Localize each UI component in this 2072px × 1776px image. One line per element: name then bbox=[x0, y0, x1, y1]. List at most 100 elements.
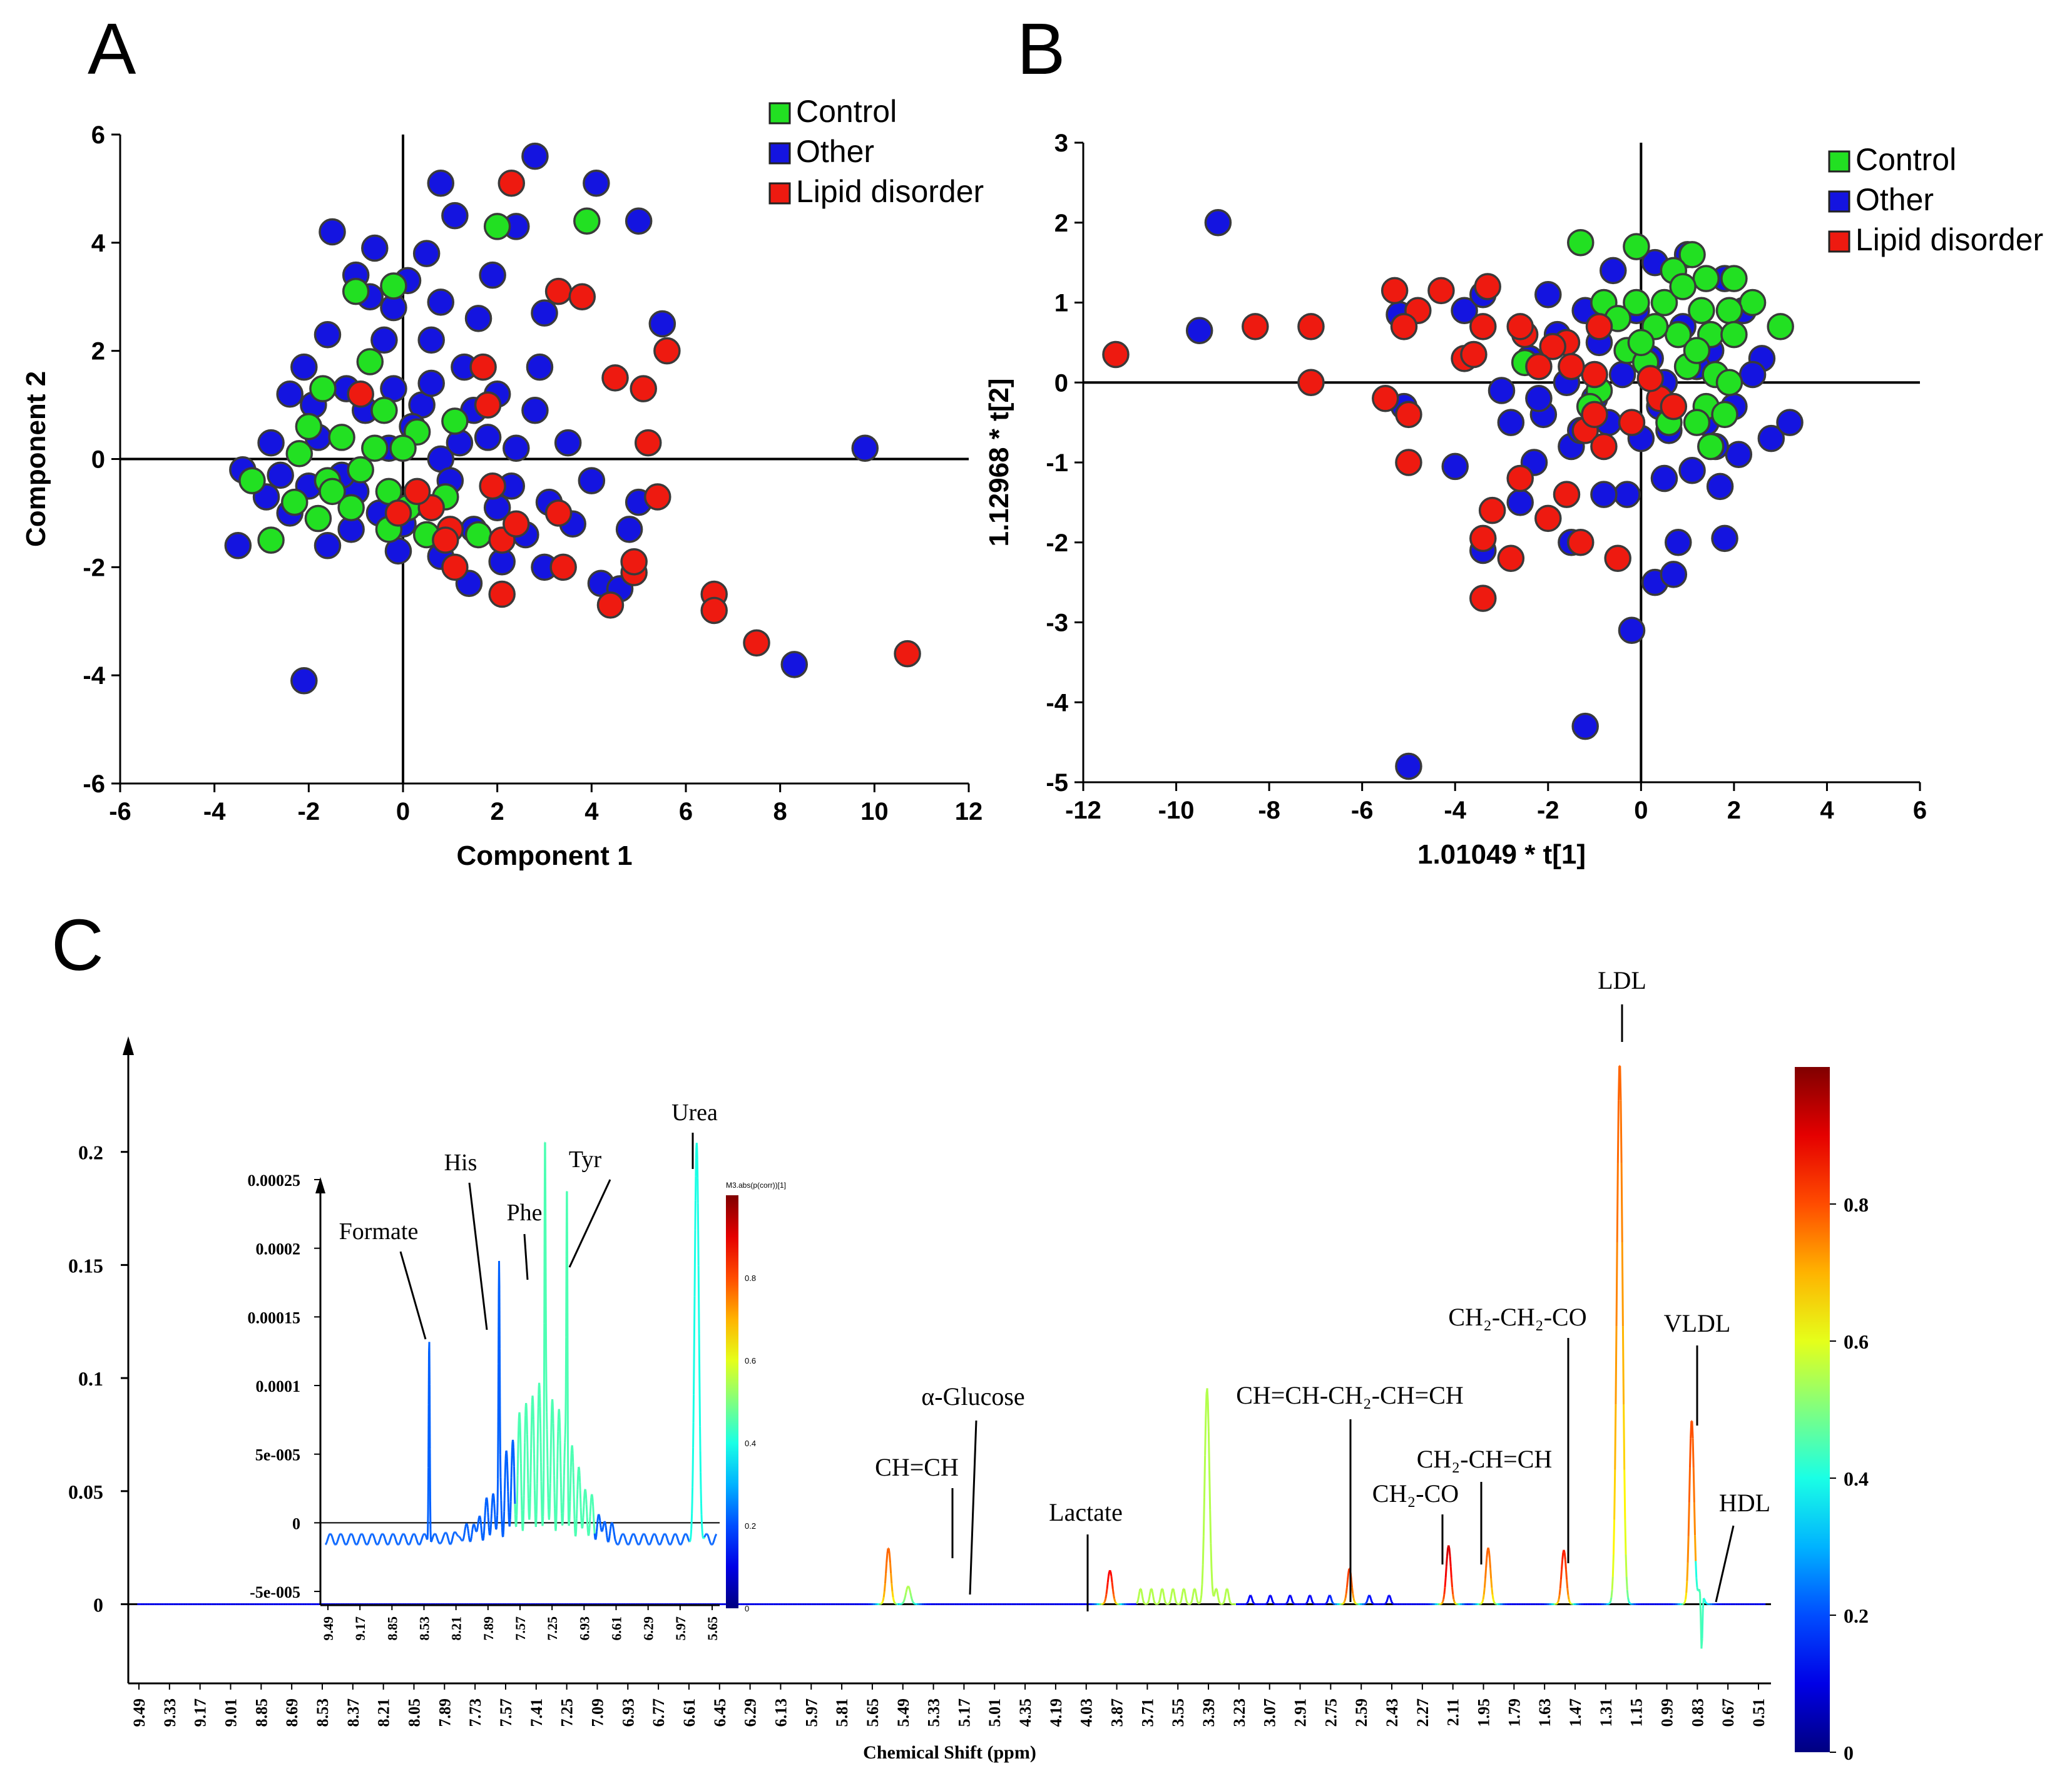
a-point-other bbox=[780, 651, 809, 678]
a-legend-label: Other bbox=[796, 134, 874, 169]
c-x-tick-label: 5.01 bbox=[986, 1698, 1004, 1727]
c-spectrum-segment bbox=[1147, 1600, 1150, 1603]
b-y-axis-label: 1.12968 * t[2] bbox=[984, 378, 1014, 546]
a-x-tick-label: -4 bbox=[203, 798, 226, 825]
b-y-tick-label: -4 bbox=[1046, 689, 1068, 717]
c-spectrum-segment bbox=[1112, 1594, 1116, 1599]
c-spectrum-segment bbox=[1106, 1582, 1109, 1590]
b-legend-swatch-lipid-disorder bbox=[1828, 230, 1850, 253]
c-spectrum-segment bbox=[1325, 1603, 1327, 1605]
c-x-tick-label: 1.15 bbox=[1628, 1698, 1646, 1727]
a-legend-swatch-other bbox=[768, 142, 791, 165]
c-x-tick-label: 8.53 bbox=[314, 1698, 332, 1727]
a-point-lipid-disorder bbox=[700, 596, 728, 625]
b-point-other bbox=[1665, 529, 1692, 556]
c-x-tick-label: 5.49 bbox=[894, 1698, 912, 1727]
a-point-other bbox=[503, 434, 530, 462]
b-point-control bbox=[1738, 288, 1767, 317]
c-spectrum-segment bbox=[1205, 1394, 1208, 1419]
c-spectrum-segment bbox=[1185, 1596, 1188, 1601]
a-point-control bbox=[319, 477, 346, 506]
a-point-control bbox=[280, 488, 309, 516]
c-spectrum-segment bbox=[913, 1602, 916, 1605]
b-point-other bbox=[1618, 616, 1646, 645]
a-point-lipid-disorder bbox=[634, 429, 662, 457]
c-x-tick-label: 7.41 bbox=[528, 1698, 546, 1727]
c-spectrum-segment bbox=[1211, 1585, 1214, 1594]
c-spectrum-segment bbox=[1273, 1602, 1275, 1605]
inset-y-tick-label: 0.00015 bbox=[248, 1309, 301, 1327]
c-x-tick-label: 0.67 bbox=[1719, 1698, 1737, 1727]
c-spectrum-segment bbox=[1247, 1598, 1250, 1601]
b-point-control bbox=[1720, 265, 1748, 292]
c-spectrum-segment bbox=[1623, 1404, 1626, 1470]
inset-y-tick-label: -5e-005 bbox=[250, 1583, 300, 1601]
b-point-control bbox=[1683, 337, 1711, 364]
inset-peak-label: Phe bbox=[507, 1200, 543, 1226]
c-spectrum-segment bbox=[907, 1585, 910, 1588]
c-spectrum-segment bbox=[1609, 1600, 1612, 1603]
c-spectrum-segment bbox=[1142, 1600, 1145, 1603]
a-x-tick-label: -2 bbox=[298, 798, 320, 825]
a-point-lipid-disorder bbox=[630, 375, 657, 402]
c-spectrum-segment bbox=[1245, 1603, 1248, 1605]
b-point-control bbox=[1623, 288, 1650, 317]
a-point-control bbox=[361, 434, 389, 462]
c-spectrum-segment bbox=[1685, 1592, 1688, 1600]
a-point-lipid-disorder bbox=[544, 277, 573, 305]
c-peak-label: Lactate bbox=[1049, 1498, 1123, 1526]
c-spectrum-segment bbox=[1611, 1576, 1614, 1590]
c-spectrum-segment bbox=[1170, 1591, 1173, 1597]
c-spectrum-segment bbox=[1200, 1595, 1203, 1601]
c-spectrum-segment bbox=[1270, 1595, 1272, 1598]
c-spectrum-segment bbox=[1699, 1593, 1702, 1618]
a-x-tick-label: 2 bbox=[491, 798, 504, 825]
a-point-other bbox=[361, 234, 389, 262]
b-x-axis-label: 1.01049 * t[1] bbox=[1417, 839, 1586, 870]
c-spectrum-segment bbox=[1332, 1602, 1334, 1605]
chart-c: 0 0.05 0.1 0.15 0.2 9.49 9.33 9.17 9.01 8.85 8.69 8… bbox=[68, 966, 1869, 1764]
b-point-other bbox=[1395, 752, 1422, 780]
b-point-other bbox=[1613, 481, 1641, 508]
c-spectrum-segment bbox=[1368, 1595, 1371, 1597]
c-spectrum-segment bbox=[1178, 1603, 1181, 1605]
c-colorbar-label: 0.8 bbox=[1844, 1193, 1869, 1216]
c-spectrum-segment bbox=[1194, 1588, 1197, 1593]
c-spectrum-segment bbox=[1630, 1603, 1631, 1605]
c-peak-label: VLDL bbox=[1664, 1309, 1731, 1337]
a-point-lipid-disorder bbox=[644, 483, 671, 511]
c-y-tick-label: 0.2 bbox=[78, 1141, 103, 1164]
inset-peak-leader bbox=[523, 1233, 529, 1280]
b-x-tick-label: 6 bbox=[1913, 797, 1927, 824]
c-spectrum-segment bbox=[1351, 1586, 1354, 1594]
c-x-tick-label: 6.77 bbox=[650, 1698, 668, 1727]
c-spectrum-segment bbox=[891, 1591, 894, 1598]
c-spectrum-segment bbox=[1172, 1588, 1175, 1593]
c-peak-label: CH=CH bbox=[875, 1453, 959, 1481]
c-spectrum-segment bbox=[1183, 1588, 1186, 1593]
c-x-tick-label: 4.03 bbox=[1078, 1698, 1096, 1727]
c-spectrum-segment bbox=[1329, 1596, 1332, 1599]
c-spectrum-segment bbox=[1250, 1596, 1253, 1599]
c-spectrum-segment bbox=[1441, 1602, 1443, 1605]
c-peak-label: CH₂-CH=CH bbox=[1417, 1445, 1553, 1473]
b-point-control bbox=[1697, 432, 1725, 461]
a-point-other bbox=[441, 202, 469, 230]
c-spectrum-segment bbox=[1370, 1598, 1373, 1601]
b-point-lipid-disorder bbox=[1474, 273, 1501, 300]
c-y-axis-arrow bbox=[123, 1036, 134, 1055]
b-point-other bbox=[1660, 561, 1688, 588]
b-point-other bbox=[1488, 377, 1516, 404]
a-point-lipid-disorder bbox=[479, 472, 506, 500]
c-spectrum-segment bbox=[1252, 1602, 1255, 1605]
c-spectrum-segment bbox=[1344, 1593, 1347, 1598]
b-point-other bbox=[1678, 457, 1706, 484]
c-spectrum-segment bbox=[1698, 1589, 1702, 1594]
c-y-tick-label: 0.15 bbox=[68, 1254, 103, 1277]
a-point-other bbox=[314, 532, 342, 559]
b-point-control bbox=[1567, 228, 1595, 257]
c-x-tick-label: 9.33 bbox=[161, 1698, 179, 1727]
a-point-control bbox=[370, 396, 398, 424]
a-point-other bbox=[417, 369, 445, 397]
a-point-lipid-disorder bbox=[503, 510, 530, 538]
